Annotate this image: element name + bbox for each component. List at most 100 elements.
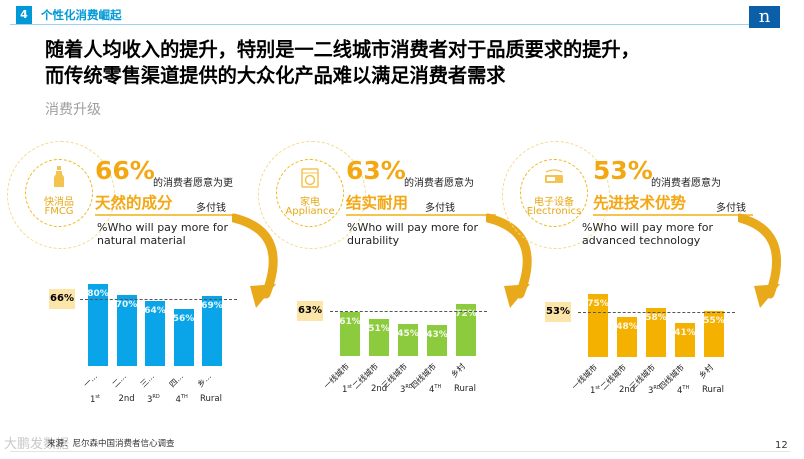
electronics-english-caption: %Who will pay more for advanced technolo… bbox=[582, 221, 713, 247]
chart-bar bbox=[398, 323, 418, 356]
fmcg-underline bbox=[95, 214, 235, 216]
appliance-english-caption: %Who will pay more for durability bbox=[347, 221, 478, 247]
tier-label: Rural bbox=[200, 394, 222, 404]
chart-bar bbox=[116, 294, 137, 366]
bar-value-label: 43% bbox=[426, 330, 448, 341]
footer-divider bbox=[10, 451, 790, 452]
tier-label: 3RD bbox=[648, 385, 661, 396]
appliance-en-line-2: durability bbox=[347, 234, 400, 247]
tier-label: 1st bbox=[90, 394, 100, 405]
chart-bar bbox=[145, 300, 165, 366]
bar-value-label: 72% bbox=[455, 309, 477, 320]
chart-bar bbox=[456, 304, 476, 356]
bar-value-label: 51% bbox=[368, 324, 390, 335]
x-axis-label: 乡... bbox=[195, 371, 214, 390]
x-axis-label: 一... bbox=[81, 371, 100, 390]
appliance-phrase-pre: 的消费者愿意为 bbox=[404, 178, 474, 189]
bar-value-label: 45% bbox=[397, 328, 419, 339]
curved-arrow-icon bbox=[486, 213, 532, 308]
x-axis-label: 乡村 bbox=[449, 361, 468, 380]
curved-arrow-icon bbox=[232, 213, 278, 308]
page-title-line-1: 随着人均收入的提升，特别是一二线城市消费者对于品质要求的提升， bbox=[45, 38, 640, 61]
tier-label: 4TH bbox=[677, 385, 690, 396]
chart-bar bbox=[427, 325, 447, 356]
average-badge: 53% bbox=[545, 302, 571, 323]
tier-label: Rural bbox=[454, 384, 476, 394]
bottle-icon bbox=[54, 166, 64, 187]
electronics-name-en: Electronics bbox=[526, 206, 582, 217]
section-title: 个性化消费崛起 bbox=[41, 8, 122, 22]
appliance-name-en: Appliance bbox=[285, 206, 335, 217]
bar-value-label: 80% bbox=[87, 289, 109, 300]
tier-label: 1st bbox=[590, 385, 600, 396]
appliance-underline bbox=[346, 214, 496, 216]
washing-machine-icon bbox=[301, 168, 319, 188]
fmcg-phrase-key: 天然的成分 bbox=[95, 194, 173, 212]
electronics-name-cn: 电子设备 bbox=[534, 197, 574, 208]
chart-bar bbox=[369, 319, 389, 356]
tier-label: 4TH bbox=[429, 384, 442, 395]
tier-label: 3RD bbox=[400, 384, 413, 395]
average-line bbox=[578, 312, 735, 314]
page-number: 12 bbox=[775, 440, 788, 451]
fmcg-en-line-1: %Who will pay more for bbox=[97, 221, 229, 234]
fmcg-english-caption: %Who will pay more for natural material bbox=[97, 221, 228, 247]
chart-bar bbox=[646, 308, 666, 357]
source-note: 来源：尼尔森中国消费者信心调查 bbox=[47, 439, 175, 449]
fmcg-outer-ring bbox=[7, 141, 115, 249]
page-subtitle: 消费升级 bbox=[45, 102, 101, 118]
appliance-en-line-1: %Who will pay more for bbox=[347, 221, 479, 234]
electronics-phrase-post: 多付钱 bbox=[716, 203, 746, 214]
bar-value-label: 58% bbox=[645, 313, 667, 324]
appliance-outer-ring bbox=[258, 141, 366, 249]
tier-label: 3RD bbox=[147, 394, 160, 405]
chart-bar bbox=[202, 295, 222, 366]
nielsen-logo: n bbox=[749, 6, 780, 28]
bar-value-label: 41% bbox=[674, 327, 696, 338]
tier-label: Rural bbox=[702, 385, 724, 395]
bar-value-label: 61% bbox=[339, 317, 361, 328]
bar-value-label: 70% bbox=[115, 299, 138, 310]
watermark: 大鹏发数据 bbox=[4, 437, 70, 452]
electronics-category-badge: 电子设备 Electronics bbox=[520, 159, 588, 227]
average-badge: 63% bbox=[297, 300, 323, 321]
fmcg-category-badge: 快消品 FMCG bbox=[25, 159, 93, 227]
tier-label: 2nd bbox=[118, 394, 135, 404]
chart-bar bbox=[173, 308, 194, 366]
x-axis-label: 三... bbox=[138, 371, 157, 390]
bar-value-label: 64% bbox=[144, 305, 166, 316]
electronics-underline bbox=[593, 214, 753, 216]
bar-value-label: 55% bbox=[703, 315, 725, 326]
section-number: 4 bbox=[16, 6, 32, 24]
electronics-outer-ring bbox=[502, 141, 610, 249]
appliance-percent: 63% bbox=[346, 156, 406, 185]
fmcg-en-line-2: natural material bbox=[97, 234, 186, 247]
tier-label: 2nd bbox=[619, 385, 636, 395]
bar-value-label: 48% bbox=[616, 321, 638, 332]
bar-value-label: 75% bbox=[587, 299, 609, 309]
fmcg-phrase-post: 多付钱 bbox=[196, 203, 226, 214]
page-title: 随着人均收入的提升，特别是一二线城市消费者对于品质要求的提升， 而传统零售渠道提… bbox=[45, 37, 640, 89]
bar-value-label: 56% bbox=[172, 313, 195, 324]
chart-bar bbox=[675, 322, 695, 357]
bar-value-label: 69% bbox=[201, 300, 223, 311]
appliance-phrase-key: 结实耐用 bbox=[346, 194, 409, 212]
electronics-en-line-2: advanced technology bbox=[582, 234, 701, 247]
average-line bbox=[80, 298, 237, 300]
tier-label: 4TH bbox=[175, 394, 188, 405]
electronics-en-line-1: %Who will pay more for bbox=[582, 221, 714, 234]
fmcg-name-cn: 快消品 bbox=[44, 197, 74, 208]
x-axis-label: 四... bbox=[167, 371, 185, 390]
x-axis-label: 二... bbox=[110, 371, 128, 390]
fmcg-name-en: FMCG bbox=[44, 206, 74, 217]
tier-label: 2nd bbox=[371, 384, 388, 394]
page-title-line-2: 而传统零售渠道提供的大众化产品难以满足消费者需求 bbox=[45, 64, 506, 87]
device-icon bbox=[545, 169, 563, 183]
appliance-phrase-post: 多付钱 bbox=[425, 203, 455, 214]
fmcg-phrase-pre: 的消费者愿意为更 bbox=[153, 178, 233, 189]
chart-bar bbox=[704, 310, 724, 357]
curved-arrow-icon bbox=[738, 213, 781, 308]
average-badge: 66% bbox=[49, 288, 75, 309]
chart-bar bbox=[88, 284, 108, 366]
